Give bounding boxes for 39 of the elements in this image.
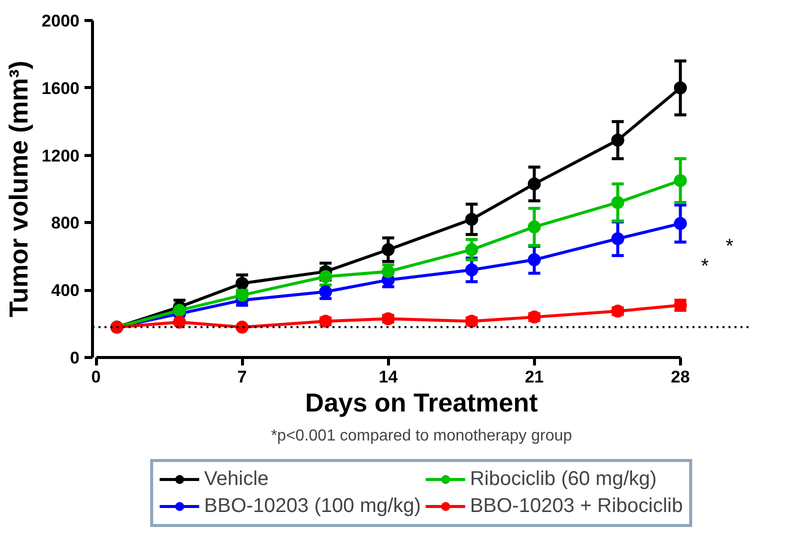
point — [674, 174, 687, 188]
point — [236, 288, 249, 302]
y-tick-label: 2000 — [42, 12, 80, 30]
point — [674, 81, 687, 94]
point — [674, 217, 687, 230]
text: * — [726, 235, 734, 258]
legend-label: BBO-10203 (100 mg/kg) — [204, 494, 421, 518]
point — [528, 177, 541, 190]
y-tick-label: 800 — [51, 214, 80, 233]
x-tick-label: 28 — [670, 368, 690, 386]
point — [382, 243, 395, 256]
point — [465, 212, 478, 226]
y-tick-label: 1200 — [42, 146, 80, 166]
legend-label: Ribociclib (60 mg/kg) — [470, 468, 657, 490]
x-tick-label: 0 — [91, 368, 101, 386]
point — [172, 304, 186, 317]
point — [236, 276, 249, 290]
point — [319, 270, 332, 284]
point — [465, 243, 478, 256]
y-tick-label: 1600 — [42, 78, 80, 98]
x-tick-label: 7 — [237, 368, 247, 386]
point — [465, 263, 478, 276]
x-axis-title: Days on Treatment — [305, 388, 538, 418]
point — [611, 134, 624, 147]
point — [172, 316, 186, 329]
point — [236, 320, 249, 334]
legend-label: Vehicle — [204, 468, 269, 490]
point — [528, 220, 541, 234]
x-tick-label: 14 — [378, 368, 398, 386]
y-tick-label: 400 — [51, 281, 80, 300]
x-tick-label: 21 — [524, 368, 544, 386]
y-axis-title: Tumor volume (mm³) — [4, 60, 34, 318]
point — [611, 232, 624, 246]
text: * — [701, 256, 710, 278]
text: *p<0.001 compared to monotherapy group — [270, 428, 572, 444]
y-tick-label: 0 — [70, 348, 80, 368]
point — [528, 253, 541, 266]
legend-label: BBO-10203 + Ribociclib — [470, 494, 683, 518]
point — [611, 196, 624, 209]
